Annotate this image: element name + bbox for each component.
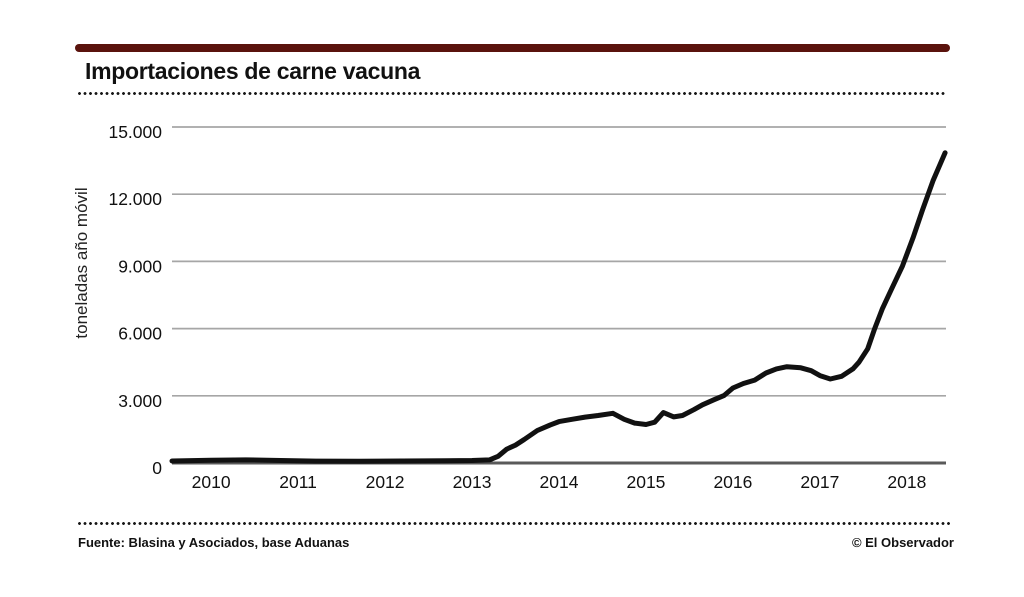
x-tick-label: 2018 xyxy=(887,472,926,492)
y-tick-label: 6.000 xyxy=(118,324,162,344)
y-tick-label: 3.000 xyxy=(118,391,162,411)
y-tick-label: 12.000 xyxy=(108,189,162,209)
title-dotted-divider xyxy=(78,92,946,95)
x-tick-label: 2016 xyxy=(713,472,752,492)
copyright-credit: © El Observador xyxy=(851,535,954,550)
source-note: Fuente: Blasina y Asociados, base Aduana… xyxy=(78,535,350,550)
x-tick-label: 2015 xyxy=(626,472,665,492)
x-tick-label: 2014 xyxy=(540,472,579,492)
x-tick-label: 2017 xyxy=(800,472,839,492)
x-tick-label: 2012 xyxy=(366,472,405,492)
y-axis-title: toneladas año móvil xyxy=(72,187,91,339)
y-tick-label: 9.000 xyxy=(118,256,162,276)
y-tick-label: 0 xyxy=(152,458,162,478)
accent-bar xyxy=(75,44,950,52)
footer-dotted-divider xyxy=(78,522,950,525)
page-title: Importaciones de carne vacuna xyxy=(85,58,421,84)
x-tick-label: 2010 xyxy=(192,472,231,492)
x-tick-label: 2013 xyxy=(453,472,492,492)
y-tick-label: 15.000 xyxy=(108,122,162,142)
x-tick-label: 2011 xyxy=(279,472,317,492)
data-series-line xyxy=(169,150,948,464)
